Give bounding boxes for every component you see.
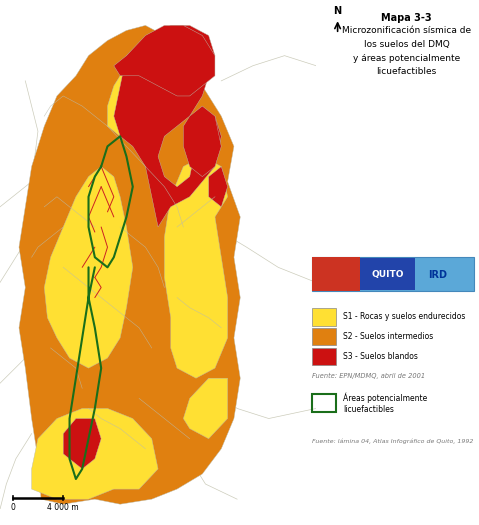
Text: Áreas potencialmente
licuefactibles: Áreas potencialmente licuefactibles — [343, 393, 427, 414]
Text: Fuente: lámina 04, Atlas Infográfico de Quito, 1992: Fuente: lámina 04, Atlas Infográfico de … — [312, 438, 473, 444]
Polygon shape — [114, 25, 215, 96]
Text: QUITO: QUITO — [371, 270, 404, 279]
Text: Fuente: EPN/MDMQ, abril de 2001: Fuente: EPN/MDMQ, abril de 2001 — [312, 373, 425, 379]
Polygon shape — [183, 106, 221, 176]
Polygon shape — [44, 166, 133, 368]
Bar — [360, 258, 415, 290]
Polygon shape — [164, 156, 228, 378]
Text: los suelos del DMQ: los suelos del DMQ — [364, 40, 449, 49]
Polygon shape — [114, 25, 221, 227]
Polygon shape — [107, 66, 171, 146]
Text: licuefactibles: licuefactibles — [376, 67, 437, 76]
Text: 0: 0 — [10, 503, 15, 512]
Text: S3 - Suelos blandos: S3 - Suelos blandos — [343, 352, 418, 361]
Text: N: N — [333, 6, 342, 16]
Polygon shape — [63, 418, 101, 469]
Bar — [312, 308, 336, 326]
Text: S1 - Rocas y suelos endurecidos: S1 - Rocas y suelos endurecidos — [343, 312, 465, 321]
Polygon shape — [209, 166, 228, 207]
Text: Mapa 3-3: Mapa 3-3 — [381, 13, 432, 23]
Polygon shape — [32, 408, 158, 499]
Bar — [312, 257, 474, 291]
Bar — [312, 328, 336, 345]
Polygon shape — [19, 25, 240, 504]
Text: S2 - Suelos intermedios: S2 - Suelos intermedios — [343, 332, 433, 341]
Text: 4 000 m: 4 000 m — [47, 503, 79, 512]
Text: Microzonificación sísmica de: Microzonificación sísmica de — [342, 26, 471, 35]
Text: IRD: IRD — [428, 269, 447, 280]
Bar — [312, 348, 336, 365]
Text: y áreas potencialmente: y áreas potencialmente — [353, 54, 460, 62]
Bar — [312, 257, 360, 291]
Polygon shape — [183, 378, 228, 439]
Bar — [312, 394, 336, 412]
